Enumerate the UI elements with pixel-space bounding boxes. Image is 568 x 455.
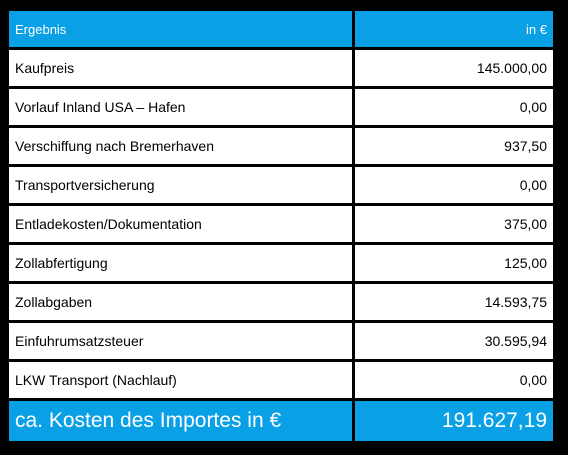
total-label: ca. Kosten des Importes in €: [9, 401, 352, 441]
row-label: Kaufpreis: [9, 50, 352, 86]
row-label: LKW Transport (Nachlauf): [9, 362, 352, 398]
row-label: Transportversicherung: [9, 167, 352, 203]
table-row-transportversicherung: Transportversicherung 0,00: [9, 167, 553, 203]
row-value: 937,50: [354, 128, 553, 164]
row-value: 375,00: [354, 206, 553, 242]
total-value: 191.627,19: [354, 401, 553, 441]
table-row-zollabgaben: Zollabgaben 14.593,75: [9, 284, 553, 320]
row-value: 145.000,00: [354, 50, 553, 86]
table-row-einfuhrumsatzsteuer: Einfuhrumsatzsteuer 30.595,94: [9, 323, 553, 359]
row-value: 30.595,94: [354, 323, 553, 359]
header-label: Ergebnis: [9, 11, 352, 47]
table-row-entladekosten: Entladekosten/Dokumentation 375,00: [9, 206, 553, 242]
row-value: 0,00: [354, 362, 553, 398]
table-row-lkw-transport: LKW Transport (Nachlauf) 0,00: [9, 362, 553, 398]
table-row-kaufpreis: Kaufpreis 145.000,00: [9, 50, 553, 86]
row-label: Zollabfertigung: [9, 245, 352, 281]
row-value: 0,00: [354, 89, 553, 125]
row-label: Vorlauf Inland USA – Hafen: [9, 89, 352, 125]
row-label: Einfuhrumsatzsteuer: [9, 323, 352, 359]
row-value: 0,00: [354, 167, 553, 203]
row-value: 125,00: [354, 245, 553, 281]
table-row-vorlauf: Vorlauf Inland USA – Hafen 0,00: [9, 89, 553, 125]
row-value: 14.593,75: [354, 284, 553, 320]
row-label: Zollabgaben: [9, 284, 352, 320]
header-unit: in €: [354, 11, 553, 47]
table-row-zollabfertigung: Zollabfertigung 125,00: [9, 245, 553, 281]
row-label: Entladekosten/Dokumentation: [9, 206, 352, 242]
import-cost-result-table: Ergebnis in € Kaufpreis 145.000,00 Vorla…: [6, 8, 556, 444]
table-row-verschiffung: Verschiffung nach Bremerhaven 937,50: [9, 128, 553, 164]
table-header-row: Ergebnis in €: [9, 11, 553, 47]
table-total-row: ca. Kosten des Importes in € 191.627,19: [9, 401, 553, 441]
row-label: Verschiffung nach Bremerhaven: [9, 128, 352, 164]
